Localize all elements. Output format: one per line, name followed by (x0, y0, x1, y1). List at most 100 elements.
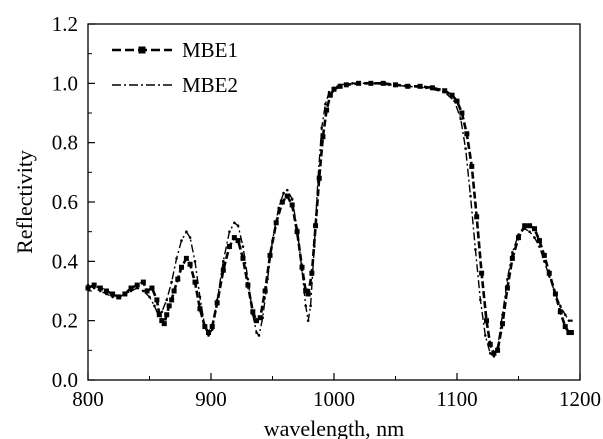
data-point-mbe1 (343, 82, 349, 88)
data-point-mbe1 (324, 107, 330, 113)
data-point-mbe2 (198, 295, 202, 299)
data-point-mbe1 (192, 279, 198, 285)
data-point-mbe2 (479, 298, 482, 302)
data-point-mbe2 (207, 334, 210, 337)
data-point-mbe2 (547, 274, 551, 278)
data-point-mbe2 (406, 85, 410, 88)
y-tick-label: 1.0 (52, 71, 78, 95)
data-point-mbe1 (262, 288, 268, 294)
data-point-mbe1 (380, 80, 386, 86)
data-point-mbe2 (251, 313, 255, 317)
data-point-mbe2 (351, 82, 354, 85)
legend-label-mbe2: MBE2 (182, 73, 238, 97)
data-point-mbe1 (568, 330, 574, 336)
data-point-mbe2 (304, 304, 308, 308)
data-point-mbe2 (165, 298, 169, 302)
data-point-mbe1 (509, 255, 515, 261)
data-point-mbe2 (99, 289, 102, 293)
data-point-mbe1 (303, 288, 309, 294)
data-point-mbe2 (338, 83, 342, 87)
data-point-mbe1 (273, 220, 279, 226)
data-point-mbe2 (538, 245, 541, 248)
data-point-mbe1 (97, 285, 103, 291)
data-point-mbe1 (231, 235, 237, 241)
data-point-mbe2 (117, 295, 121, 299)
data-point-mbe2 (563, 313, 567, 317)
data-point-mbe2 (290, 197, 294, 201)
data-point-mbe2 (533, 236, 536, 239)
data-point-mbe2 (203, 325, 207, 328)
data-point-mbe2 (148, 295, 151, 299)
data-point-mbe1 (159, 318, 165, 324)
data-point-mbe2 (215, 298, 219, 302)
data-point-mbe2 (266, 277, 269, 281)
legend-marker-mbe1 (138, 46, 146, 54)
data-point-mbe1 (134, 282, 140, 288)
data-point-mbe1 (144, 288, 150, 294)
data-point-mbe1 (417, 83, 423, 89)
data-point-mbe2 (488, 352, 492, 355)
data-point-mbe1 (254, 318, 260, 324)
x-tick-label: 900 (195, 387, 227, 411)
data-point-mbe1 (546, 270, 552, 276)
data-point-mbe1 (522, 223, 528, 229)
y-tick-label: 0.4 (52, 249, 79, 273)
data-point-mbe1 (140, 279, 146, 285)
x-tick-label: 1100 (436, 387, 477, 411)
data-point-mbe1 (309, 270, 315, 276)
data-point-mbe2 (570, 319, 573, 322)
data-point-mbe2 (92, 286, 96, 290)
data-point-mbe2 (170, 280, 173, 284)
data-point-mbe1 (279, 199, 285, 205)
data-point-mbe2 (222, 260, 225, 263)
data-point-mbe1 (226, 244, 232, 249)
data-point-mbe2 (241, 245, 245, 248)
data-point-mbe2 (295, 227, 299, 230)
legend: MBE1 MBE2 (112, 38, 238, 97)
data-point-mbe1 (169, 297, 175, 303)
data-point-mbe1 (164, 312, 170, 318)
data-point-mbe1 (197, 306, 203, 312)
data-point-mbe2 (175, 257, 178, 260)
data-point-mbe2 (459, 117, 462, 121)
data-point-mbe2 (320, 126, 324, 130)
data-point-mbe2 (282, 191, 285, 195)
data-point-mbe2 (469, 194, 472, 198)
legend-entry-mbe2: MBE2 (112, 73, 238, 97)
data-point-mbe2 (567, 319, 571, 322)
data-point-mbe2 (105, 292, 108, 296)
legend-label-mbe1: MBE1 (182, 38, 238, 62)
data-point-mbe2 (228, 230, 231, 233)
data-point-mbe2 (309, 304, 312, 308)
y-tick-label: 0.2 (52, 309, 78, 333)
data-point-mbe1 (536, 238, 542, 244)
data-point-mbe2 (193, 260, 197, 263)
data-point-mbe1 (337, 83, 343, 89)
data-point-mbe2 (306, 319, 310, 322)
y-tick-label: 1.2 (52, 12, 78, 36)
data-point-mbe2 (506, 277, 509, 281)
data-point-mbe2 (261, 316, 264, 320)
data-point-mbe2 (313, 245, 316, 248)
data-point-mbe1 (464, 131, 470, 137)
data-point-mbe1 (429, 85, 435, 91)
data-point-mbe2 (496, 346, 499, 349)
data-point-mbe2 (271, 239, 274, 242)
data-point-mbe1 (175, 276, 181, 282)
data-point-mbe1 (459, 110, 465, 116)
data-point-mbe2 (324, 102, 327, 106)
data-point-mbe1 (487, 341, 493, 347)
data-point-mbe2 (388, 83, 391, 87)
data-point-mbe2 (185, 230, 188, 233)
data-point-mbe2 (501, 313, 504, 317)
data-point-mbe1 (154, 297, 160, 303)
data-point-mbe1 (531, 226, 537, 232)
data-point-mbe1 (235, 238, 241, 244)
data-point-mbe1 (250, 309, 256, 315)
data-point-mbe1 (541, 252, 547, 258)
data-point-mbe1 (562, 324, 568, 330)
data-point-mbe1 (214, 300, 220, 306)
data-point-mbe2 (492, 354, 496, 358)
data-point-mbe2 (554, 292, 557, 296)
